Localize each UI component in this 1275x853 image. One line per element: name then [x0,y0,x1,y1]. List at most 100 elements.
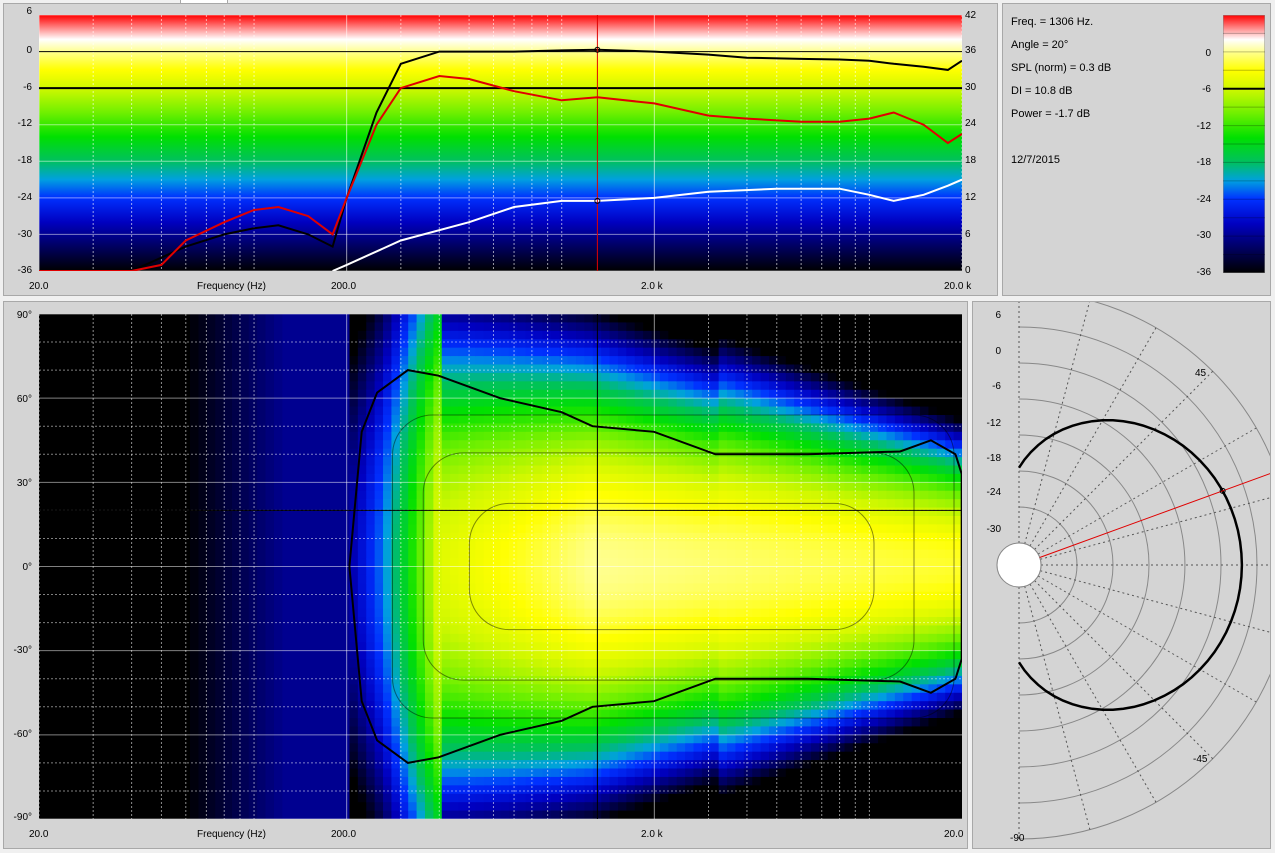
heatmap-cell [324,524,334,534]
heatmap-cell [106,600,116,610]
heatmap-cell [408,726,418,736]
heatmap-cell [626,608,636,618]
heatmap-cell [223,633,233,643]
heatmap-cell [609,600,619,610]
heatmap-cell [550,633,560,643]
heatmap-cell [466,743,476,753]
heatmap-cell [248,566,258,576]
heatmap-cell [567,667,577,677]
heatmap-cell [651,339,661,349]
heatmap-cell [290,339,300,349]
heatmap-cell [265,314,275,324]
heatmap-cell [559,406,569,416]
heatmap-cell [248,617,258,627]
heatmap-cell [492,372,502,382]
heatmap-cell [248,482,258,492]
heatmap-cell [324,718,334,728]
heatmap-cell [433,516,443,526]
heatmap-cell [475,751,485,761]
heatmap-cell [223,701,233,711]
heatmap-cell [374,768,384,778]
directivity-map[interactable] [39,314,962,819]
heatmap-cell [701,642,711,652]
heatmap-cell [324,431,334,441]
heatmap-cell [114,642,124,652]
heatmap-cell [89,684,99,694]
heatmap-cell [492,440,502,450]
heatmap-cell [433,642,443,652]
heatmap-cell [408,701,418,711]
heatmap-cell [668,600,678,610]
y-left-tick: -36 [17,265,32,276]
frequency-response-chart[interactable] [39,15,962,271]
heatmap-cell [55,423,65,433]
heatmap-cell [324,574,334,584]
heatmap-cell [517,760,527,770]
y-right-tick: 42 [965,10,977,21]
heatmap-cell [441,802,451,812]
heatmap-cell [47,347,57,357]
heatmap-cell [282,541,292,551]
heatmap-cell [508,507,518,517]
heatmap-cell [148,356,158,366]
heatmap-cell [341,473,351,483]
heatmap-cell [139,701,149,711]
heatmap-cell [47,532,57,542]
heatmap-cell [55,339,65,349]
heatmap-cell [534,591,544,601]
heatmap-cell [290,347,300,357]
heatmap-cell [181,440,191,450]
heatmap-cell [508,356,518,366]
heatmap-cell [576,743,586,753]
heatmap-cell [626,389,636,399]
heatmap-cell [131,675,141,685]
heatmap-cell [441,743,451,753]
heatmap-cell [122,431,132,441]
heatmap-cell [693,709,703,719]
heatmap-cell [332,381,342,391]
heatmap-cell [576,499,586,509]
heatmap-cell [106,541,116,551]
heatmap-cell [47,642,57,652]
heatmap-cell [567,709,577,719]
heatmap-cell [576,768,586,778]
heatmap-cell [332,516,342,526]
heatmap-cell [106,709,116,719]
heatmap-cell [483,709,493,719]
heatmap-cell [441,423,451,433]
heatmap-cell [383,591,393,601]
heatmap-cell [122,330,132,340]
heatmap-cell [559,389,569,399]
heatmap-cell [173,802,183,812]
heatmap-cell [148,381,158,391]
heatmap-cell [106,675,116,685]
heatmap-cell [584,692,594,702]
heatmap-cell [676,726,686,736]
heatmap-cell [357,330,367,340]
heatmap-cell [433,734,443,744]
heatmap-cell [47,667,57,677]
heatmap-cell [617,558,627,568]
heatmap-cell [617,322,627,332]
heatmap-cell [315,541,325,551]
heatmap-cell [231,440,241,450]
heatmap-cell [626,566,636,576]
heatmap-cell [626,793,636,803]
heatmap-cell [72,473,82,483]
heatmap-cell [668,566,678,576]
heatmap-cell [106,701,116,711]
heatmap-cell [643,600,653,610]
heatmap-cell [265,490,275,500]
heatmap-cell [122,389,132,399]
heatmap-cell [693,448,703,458]
heatmap-cell [257,566,267,576]
heatmap-cell [114,591,124,601]
heatmap-cell [701,743,711,753]
heatmap-cell [265,617,275,627]
heatmap-cell [89,760,99,770]
heatmap-cell [374,726,384,736]
heatmap-cell [668,347,678,357]
heatmap-cell [458,440,468,450]
heatmap-cell [659,608,669,618]
heatmap-cell [668,330,678,340]
